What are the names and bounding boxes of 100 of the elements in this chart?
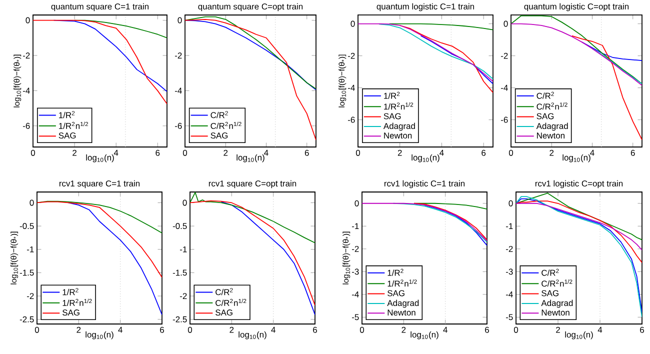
y-tick-label: -2 (26, 293, 34, 299)
x-tick-label: 4 (271, 326, 276, 333)
chart-title: quantum logistic C=opt train (524, 3, 629, 12)
legend-label: Adagrad (387, 300, 419, 308)
legend-label: SAG (58, 132, 76, 139)
legend-label: C/R$^{2}$ (216, 288, 233, 296)
y-tick-label: 0 (30, 200, 34, 206)
y-tick-label: 0 (350, 20, 355, 27)
y-tick-label: -5 (506, 314, 513, 320)
y-tick-label: 0 (178, 17, 182, 24)
x-tick-label: 4 (443, 326, 448, 333)
legend-label: SAG (388, 290, 404, 296)
legend-label: SAG (536, 113, 554, 120)
chart-title: quantum logistic C=1 train (376, 3, 474, 12)
legend-label: Newton (384, 132, 412, 139)
legend-label: Newton (388, 310, 416, 316)
x-axis-title: log$_{10}$(n) (236, 154, 264, 162)
y-tick-label: -2 (500, 52, 508, 59)
legend-label: 1/R$^{2}$n$^{1/2}$ (388, 279, 417, 287)
x-tick-label: 6 (485, 326, 489, 333)
legend-label: 1/R$^{2}$ (59, 111, 75, 118)
y-tick-label: -2 (174, 52, 182, 58)
chart-title: quantum square C=opt train (198, 3, 303, 12)
y-tick-label: -2 (22, 52, 30, 58)
y-tick-label: -5 (352, 314, 359, 320)
x-axis-title: log$_{10}$(n) (86, 331, 114, 340)
x-tick-label: 2 (76, 326, 81, 333)
x-tick-label: 2 (402, 326, 406, 333)
line-series (190, 192, 315, 244)
y-tick-label: -4 (348, 84, 355, 91)
x-axis-title: log$_{10}$(n) (238, 331, 266, 340)
y-tick-label: 0 (504, 20, 508, 27)
x-axis-title: log$_{10}$(n) (565, 331, 593, 340)
legend-label: 1/R$^{2}$ (62, 288, 78, 296)
y-tick-label: -1.5 (20, 270, 34, 276)
x-tick-label: 0 (34, 326, 40, 333)
y-tick-label: -1 (352, 223, 359, 230)
x-tick-label: 6 (304, 150, 309, 156)
legend-label: C/R$^{2}$n$^{1/2}$ (210, 122, 242, 129)
x-tick-label: 6 (482, 150, 486, 156)
legend-label: 1/R$^{2}$ (388, 268, 404, 276)
y-tick-label: -2.5 (172, 316, 187, 322)
x-tick-label: 4 (590, 150, 594, 156)
y-tick-label: -4 (352, 292, 359, 298)
y-tick-label: -2 (352, 246, 359, 252)
y-tick-label: 0 (26, 17, 30, 24)
legend-label: Newton (542, 310, 570, 316)
x-axis-title: log$_{10}$(n) (562, 154, 590, 162)
line-series (571, 35, 642, 140)
y-tick-label: -1.5 (172, 270, 187, 276)
y-tick-label: 0 (508, 200, 513, 206)
legend-label: C/R$^{2}$n$^{1/2}$ (536, 102, 568, 110)
x-axis-title: log$_{10}$(n) (86, 154, 114, 162)
y-tick-label: -6 (500, 116, 508, 123)
y-tick-label: -4 (506, 292, 513, 298)
legend-label: 1/R$^{2}$n$^{1/2}$ (62, 298, 92, 306)
legend-label: C/R$^{2}$ (542, 268, 559, 276)
x-tick-label: 4 (114, 150, 118, 156)
legend-label: C/R$^{2}$n$^{1/2}$ (216, 298, 246, 306)
line-series (424, 204, 487, 246)
y-tick-label: 0 (354, 200, 359, 206)
legend-label: C/R$^{2}$ (210, 111, 228, 118)
line-series (378, 24, 494, 80)
y-tick-label: -3 (506, 268, 513, 275)
x-tick-label: 2 (556, 326, 560, 333)
legend-label: SAG (62, 310, 80, 316)
x-tick-label: 0 (360, 326, 364, 333)
y-tick-label: -2 (180, 293, 187, 299)
legend-label: SAG (384, 113, 401, 120)
chart-title: rcv1 square C=1 train (59, 180, 140, 188)
line-series (37, 201, 162, 278)
legend-label: SAG (210, 132, 228, 139)
line-series (399, 24, 494, 94)
legend-label: C/R$^{2}$ (536, 92, 554, 99)
line-series (582, 42, 642, 62)
legend-label: 1/R$^{2}$n$^{1/2}$ (384, 102, 414, 110)
x-tick-label: 4 (598, 326, 602, 333)
y-tick-label: -6 (174, 122, 182, 129)
legend-label: Adagrad (541, 300, 573, 308)
x-tick-label: 2 (550, 150, 554, 156)
y-tick-label: -4 (22, 88, 30, 94)
y-tick-label: -3 (352, 268, 359, 275)
x-axis-title: log$_{10}$(n) (410, 331, 438, 340)
x-tick-label: 0 (188, 326, 192, 333)
legend-label: 1/R$^{2}$n$^{1/2}$ (59, 122, 88, 129)
x-tick-label: 2 (398, 150, 402, 156)
x-tick-label: 2 (224, 150, 228, 156)
x-tick-label: 6 (156, 150, 160, 156)
line-series (185, 18, 316, 140)
line-series (592, 48, 642, 84)
legend-label: C/R$^{2}$n$^{1/2}$ (542, 279, 572, 287)
y-tick-label: -1 (26, 246, 34, 252)
y-tick-label: 0 (182, 200, 187, 206)
x-tick-label: 2 (72, 150, 76, 156)
chart-title: rcv1 square C=opt train (208, 180, 296, 188)
legend-label: SAG (216, 310, 232, 316)
legend-label: 1/R$^{2}$ (384, 92, 400, 99)
x-tick-label: 4 (264, 150, 268, 156)
y-tick-label: -1 (506, 223, 513, 230)
x-tick-label: 2 (230, 326, 234, 333)
